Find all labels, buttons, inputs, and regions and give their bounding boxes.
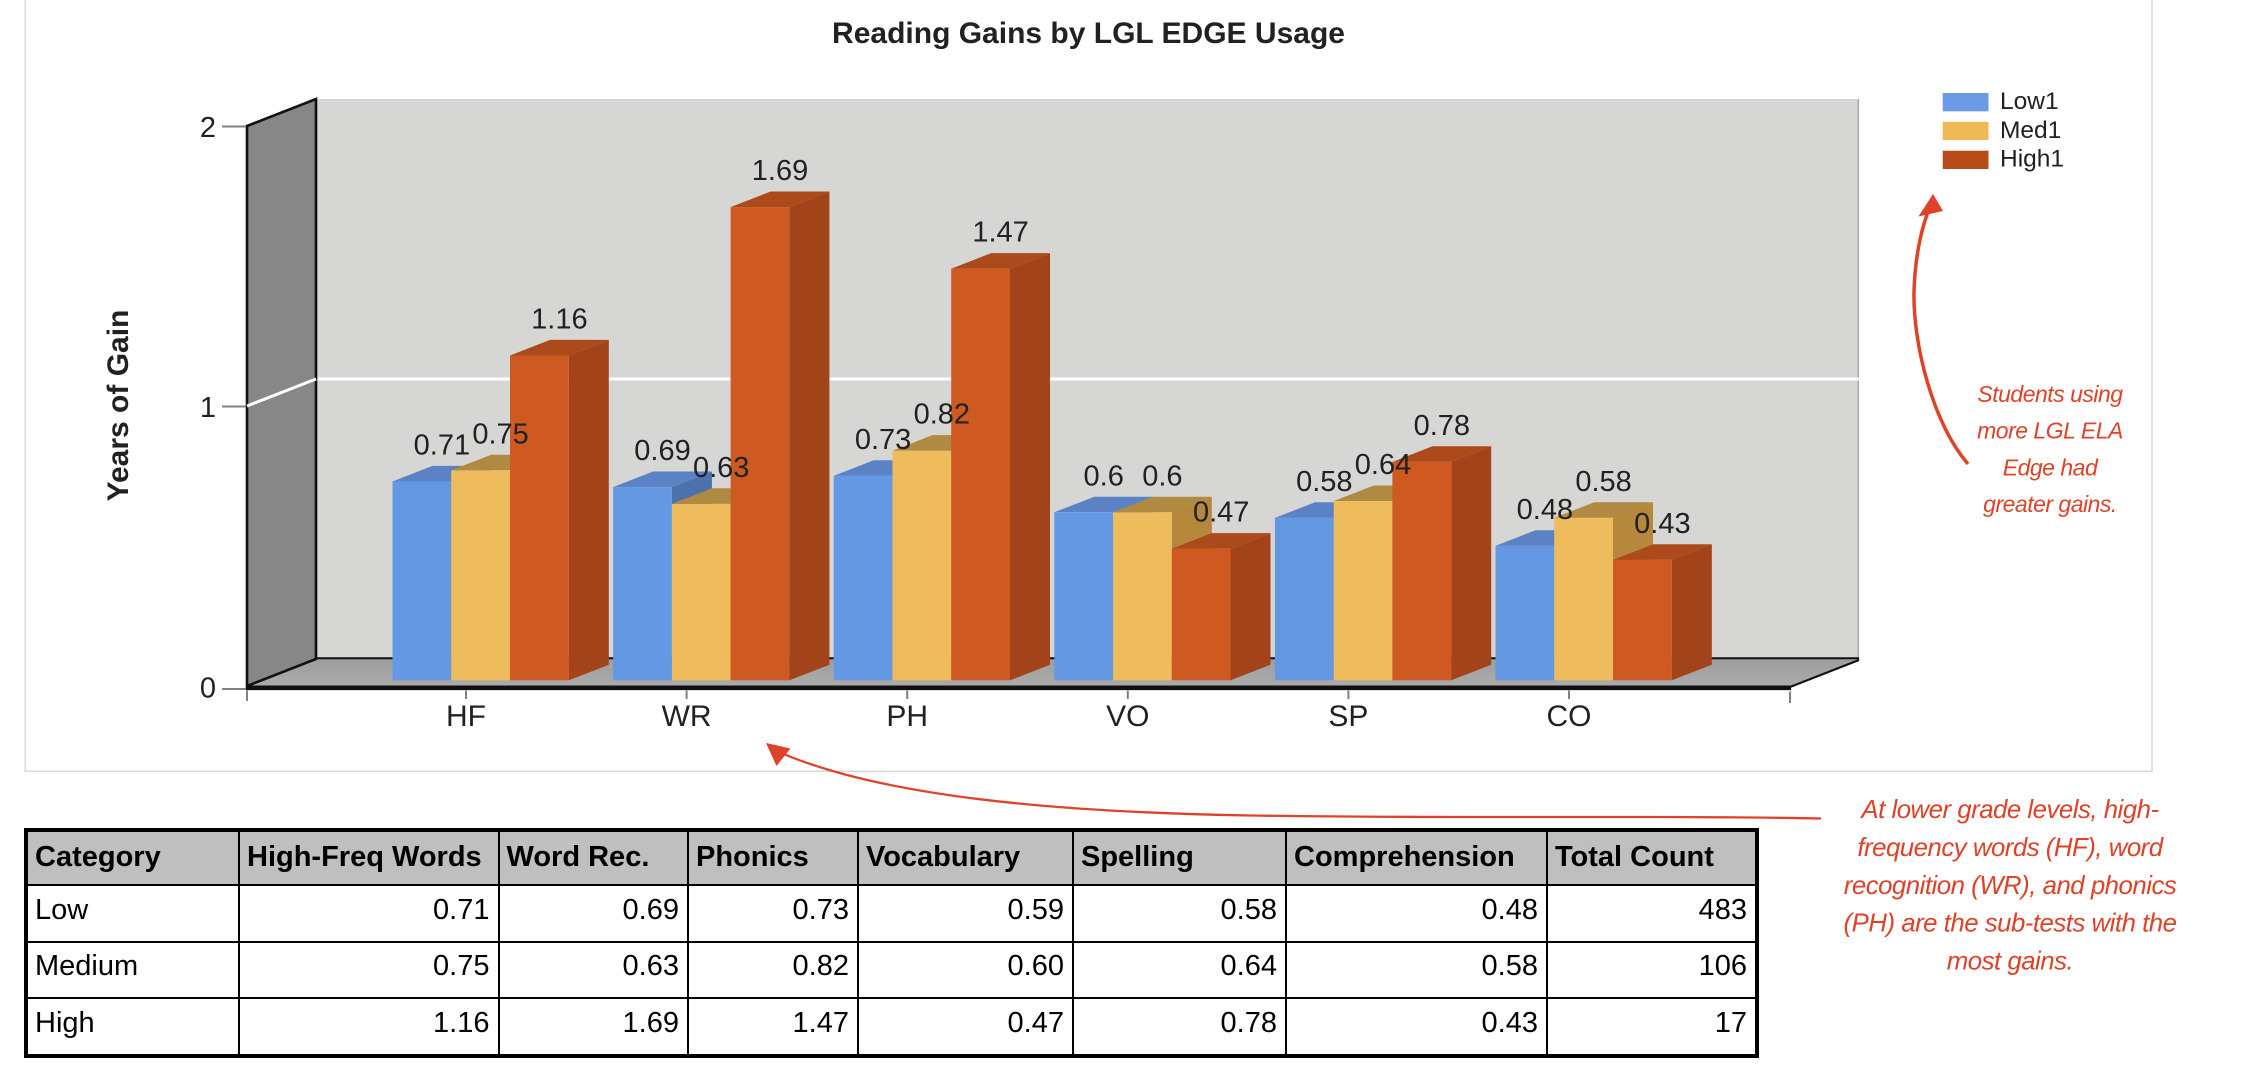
svg-text:CO: CO — [1547, 700, 1592, 733]
svg-text:VO: VO — [1106, 700, 1149, 733]
svg-text:2: 2 — [200, 112, 216, 144]
svg-text:1.69: 1.69 — [752, 155, 808, 187]
svg-text:0.43: 0.43 — [1634, 508, 1690, 540]
svg-text:0.47: 0.47 — [1193, 497, 1249, 529]
svg-text:greater gains.: greater gains. — [1983, 491, 2117, 517]
svg-text:Students using: Students using — [1977, 381, 2123, 407]
svg-text:0.69: 0.69 — [634, 435, 690, 467]
svg-text:recognition (WR), and phonics: recognition (WR), and phonics — [1844, 872, 2177, 900]
svg-text:0.58: 0.58 — [1296, 466, 1352, 498]
svg-text:SP: SP — [1328, 700, 1368, 733]
svg-text:0.58: 0.58 — [1575, 466, 1631, 498]
svg-text:0.73: 0.73 — [855, 424, 911, 456]
svg-text:0.63: 0.63 — [693, 452, 749, 484]
svg-text:1.16: 1.16 — [531, 304, 587, 336]
svg-text:Med1: Med1 — [2000, 117, 2061, 144]
svg-text:Low1: Low1 — [2000, 88, 2059, 115]
svg-text:0.71: 0.71 — [414, 430, 470, 462]
svg-text:0.75: 0.75 — [472, 418, 528, 450]
svg-text:Reading Gains by LGL EDGE Usag: Reading Gains by LGL EDGE Usage — [832, 17, 1345, 50]
svg-text:High1: High1 — [2000, 146, 2064, 173]
svg-text:(PH) are the sub-tests with th: (PH) are the sub-tests with the — [1844, 910, 2177, 938]
svg-text:0: 0 — [200, 673, 216, 705]
svg-text:0.82: 0.82 — [914, 399, 970, 431]
svg-text:0.64: 0.64 — [1355, 449, 1411, 481]
svg-text:Edge had: Edge had — [2003, 454, 2099, 480]
svg-text:1: 1 — [200, 392, 216, 424]
svg-text:WR: WR — [662, 700, 712, 733]
svg-text:HF: HF — [446, 700, 486, 733]
svg-text:Years of Gain: Years of Gain — [102, 310, 135, 502]
svg-text:frequency words (HF), word: frequency words (HF), word — [1857, 834, 2164, 862]
svg-text:0.48: 0.48 — [1517, 494, 1573, 526]
svg-text:PH: PH — [886, 700, 928, 733]
svg-text:At lower grade levels, high-: At lower grade levels, high- — [1859, 796, 2159, 824]
svg-text:0.6: 0.6 — [1084, 460, 1124, 492]
svg-text:1.47: 1.47 — [972, 217, 1028, 249]
svg-text:most gains.: most gains. — [1947, 948, 2073, 976]
svg-text:0.78: 0.78 — [1414, 410, 1470, 442]
svg-text:0.6: 0.6 — [1142, 460, 1182, 492]
svg-text:more LGL ELA: more LGL ELA — [1977, 418, 2123, 444]
